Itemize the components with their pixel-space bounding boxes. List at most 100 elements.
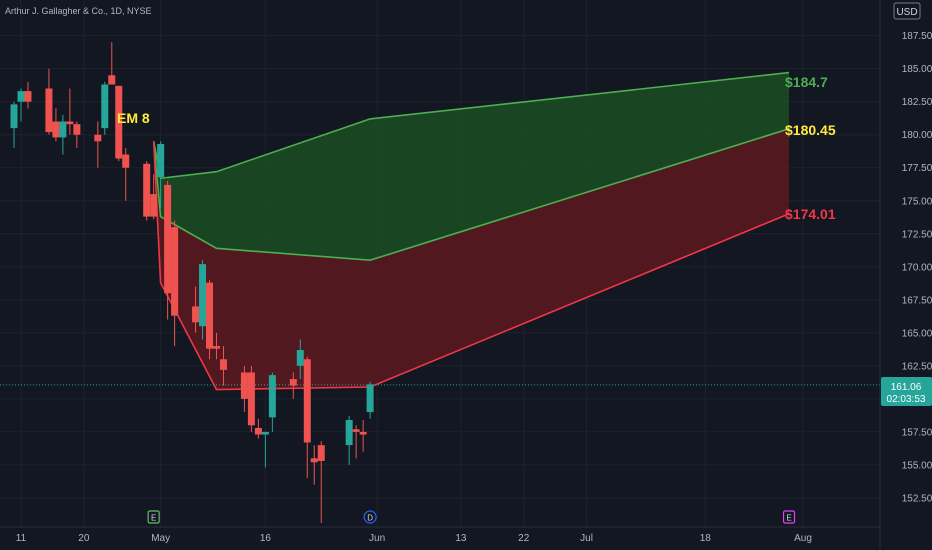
candle-body	[213, 346, 220, 349]
middle-band-value-label: $180.45	[785, 122, 836, 138]
currency-badge[interactable]: USD	[893, 2, 921, 20]
candle-body	[164, 184, 172, 294]
candle-body	[240, 372, 248, 399]
candle	[94, 121, 102, 168]
x-tick-label: 11	[16, 533, 27, 544]
x-axis[interactable]: 11 20 May 16 Jun 13 22 Jul 18 Aug	[16, 533, 812, 544]
currency-badge-frame	[893, 2, 921, 20]
y-tick-label: 185.00	[902, 64, 932, 75]
candle	[59, 114, 67, 155]
candle-body	[66, 121, 74, 125]
candle-body	[59, 121, 67, 138]
candle	[150, 174, 158, 220]
candle-body	[171, 227, 179, 316]
candle-body	[108, 75, 116, 85]
candle	[171, 220, 179, 347]
y-axis[interactable]: 152.50155.00157.50160.00162.50165.00167.…	[902, 31, 932, 504]
marker-letter: E	[151, 514, 156, 523]
candle-body	[45, 88, 53, 133]
candle-body	[254, 427, 262, 435]
candle	[352, 425, 360, 459]
candle-body	[317, 445, 325, 461]
candle	[317, 441, 325, 524]
y-tick-label: 157.50	[902, 427, 932, 438]
candle	[261, 431, 269, 468]
middle-band-line	[152, 128, 790, 262]
earnings-marker-badge	[782, 510, 796, 524]
candle-body	[192, 306, 200, 323]
last-price-value: 161.06	[891, 382, 922, 393]
earnings-marker-badge	[147, 510, 160, 524]
em8-label: EM 8	[117, 110, 150, 126]
candle	[219, 346, 227, 386]
candle	[101, 81, 109, 135]
candle-body	[289, 379, 297, 386]
candle	[122, 147, 130, 201]
candle	[108, 42, 116, 85]
candle	[199, 260, 207, 340]
candle-body	[366, 384, 374, 413]
x-tick-label: 16	[260, 533, 272, 544]
currency-label: USD	[896, 7, 917, 18]
x-tick-label: Aug	[794, 533, 812, 544]
candle	[164, 180, 172, 320]
candle	[66, 88, 74, 135]
upper-band-fill	[153, 72, 789, 261]
x-tick-label: 20	[78, 533, 90, 544]
y-tick-label: 167.50	[902, 295, 932, 306]
candle	[206, 280, 214, 360]
dividend-marker-badge	[363, 510, 377, 524]
y-tick-label: 152.50	[902, 493, 932, 504]
last-price-tag-bg	[881, 377, 932, 406]
candle-body	[143, 163, 151, 217]
upper-band-value-label: $184.7	[785, 74, 828, 90]
event-marker: E	[147, 510, 160, 524]
y-tick-label: 175.00	[902, 196, 932, 207]
candle	[359, 420, 367, 452]
candle	[143, 161, 151, 221]
candle	[240, 365, 248, 413]
candle-body	[157, 143, 165, 177]
candle	[345, 416, 353, 465]
y-tick-label: 177.50	[902, 163, 932, 174]
candlestick-series	[10, 42, 374, 524]
last-price-tag: 161.06 02:03:53	[881, 377, 932, 406]
candle	[310, 445, 318, 485]
candle	[296, 339, 304, 380]
x-tick-label: Jul	[580, 533, 593, 544]
candle	[303, 356, 311, 479]
candle	[289, 372, 297, 399]
candle-body	[268, 375, 276, 418]
x-tick-label: 13	[455, 533, 467, 544]
candle	[73, 121, 81, 148]
candle-body	[73, 124, 81, 135]
candle	[157, 141, 165, 208]
y-tick-label: 182.50	[902, 97, 932, 108]
y-tick-label: 172.50	[902, 229, 932, 240]
candle-body	[122, 154, 130, 168]
candle-body	[296, 350, 304, 366]
symbol-title: Arthur J. Gallagher & Co., 1D, NYSE	[5, 6, 152, 16]
marker-letter: E	[786, 514, 791, 523]
candle-body	[10, 104, 18, 129]
bar-countdown: 02:03:53	[887, 394, 926, 405]
candle-body	[24, 91, 32, 102]
candle-body	[199, 264, 207, 327]
candle	[24, 81, 32, 109]
candle	[10, 101, 18, 148]
candle-body	[352, 429, 360, 432]
candle-body	[52, 121, 60, 138]
x-tick-label: May	[151, 533, 170, 544]
event-marker: E	[782, 510, 796, 524]
x-tick-label: 22	[518, 533, 530, 544]
lower-band-value-label: $174.01	[785, 206, 836, 222]
event-marker: D	[363, 510, 377, 524]
y-tick-label: 180.00	[902, 130, 932, 141]
candle-body	[150, 194, 158, 217]
candle-body	[303, 359, 311, 443]
candle-body	[310, 458, 318, 463]
candle-body	[115, 85, 123, 159]
lower-band-line	[152, 141, 790, 391]
